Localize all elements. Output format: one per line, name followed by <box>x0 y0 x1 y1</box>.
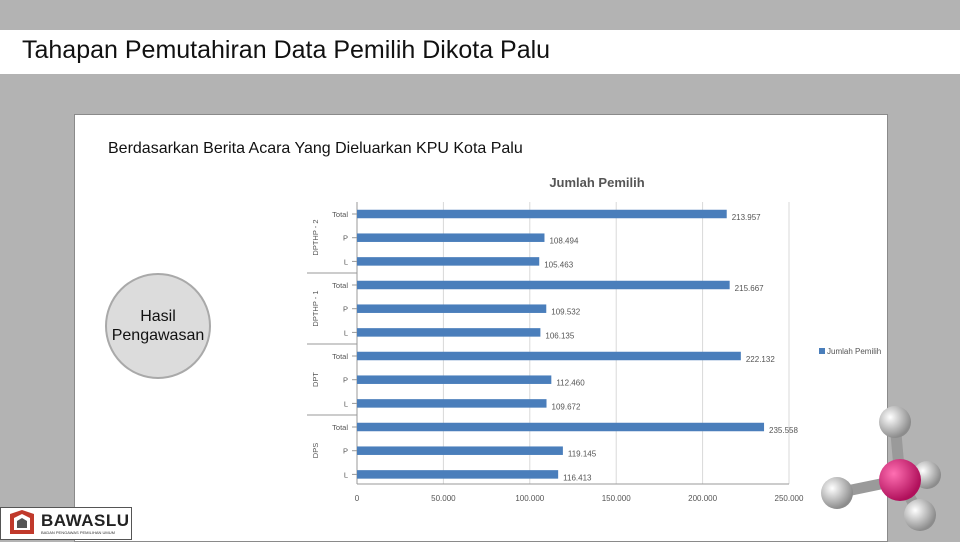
x-tick-label: 50.000 <box>431 494 456 503</box>
bar <box>357 470 559 479</box>
category-label: P <box>343 447 348 456</box>
bar <box>357 399 547 408</box>
bar <box>357 257 540 266</box>
data-label: 119.145 <box>568 450 597 459</box>
page-title: Tahapan Pemutahiran Data Pemilih Dikota … <box>22 36 551 64</box>
category-label: P <box>343 305 348 314</box>
bar <box>357 233 545 242</box>
bar <box>357 375 552 384</box>
group-label: DPTHP - 1 <box>311 290 320 326</box>
data-label: 106.135 <box>545 331 574 340</box>
x-tick-label: 0 <box>355 494 360 503</box>
data-label: 215.667 <box>735 284 764 293</box>
legend-swatch <box>819 348 825 354</box>
bawaslu-emblem-icon <box>10 510 34 534</box>
content-subtitle: Berdasarkan Berita Acara Yang Dieluarkan… <box>108 140 523 157</box>
bar <box>357 209 727 219</box>
molecule-decoration-icon <box>821 406 941 531</box>
legend-label: Jumlah Pemilih <box>827 347 881 356</box>
category-label: P <box>343 376 348 385</box>
bar <box>357 280 730 290</box>
bar <box>357 328 541 337</box>
group-label: DPT <box>311 372 320 387</box>
category-label: Total <box>332 281 348 290</box>
bar <box>357 446 563 455</box>
bar <box>357 304 547 313</box>
data-label: 109.532 <box>551 308 580 317</box>
bar <box>357 422 765 432</box>
logo-name: BAWASLU <box>41 511 130 530</box>
circle-label: Hasil Pengawasan <box>111 308 205 344</box>
group-label: DPTHP - 2 <box>311 219 320 255</box>
group-label: DPS <box>311 443 320 458</box>
category-label: L <box>344 328 348 337</box>
chart-title: Jumlah Pemilih <box>549 175 644 190</box>
data-label: 109.672 <box>552 402 581 411</box>
logo-tagline: BADAN PENGAWAS PEMILIHAN UMUM <box>41 530 115 535</box>
category-label: L <box>344 399 348 408</box>
data-label: 222.132 <box>746 355 775 364</box>
data-label: 213.957 <box>732 213 761 222</box>
bawaslu-logo: BAWASLU BADAN PENGAWAS PEMILIHAN UMUM <box>0 507 132 540</box>
data-label: 105.463 <box>544 260 573 269</box>
category-label: P <box>343 234 348 243</box>
data-label: 116.413 <box>563 473 592 482</box>
category-label: L <box>344 470 348 479</box>
title-band: Tahapan Pemutahiran Data Pemilih Dikota … <box>0 30 960 74</box>
bar <box>357 351 741 361</box>
x-tick-label: 150.000 <box>602 494 631 503</box>
category-label: L <box>344 257 348 266</box>
x-tick-label: 250.000 <box>775 494 804 503</box>
x-tick-label: 100.000 <box>515 494 544 503</box>
x-tick-label: 200.000 <box>688 494 717 503</box>
category-label: Total <box>332 210 348 219</box>
data-label: 112.460 <box>556 379 585 388</box>
hasil-pengawasan-circle: Hasil Pengawasan <box>105 273 211 379</box>
data-label: 235.558 <box>769 426 798 435</box>
category-label: Total <box>332 352 348 361</box>
category-label: Total <box>332 423 348 432</box>
data-label: 108.494 <box>549 237 578 246</box>
